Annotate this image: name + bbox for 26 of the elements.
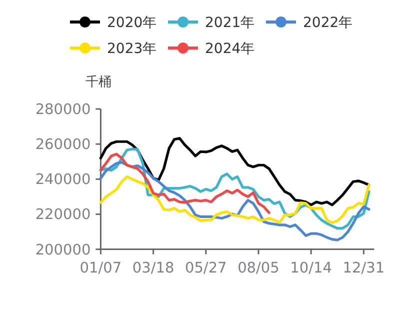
- legend-label: 2020年: [107, 15, 157, 31]
- x-tick-label: 12/31: [342, 260, 385, 276]
- legend-item: 2023年: [70, 41, 157, 57]
- legend-label: 2023年: [107, 41, 157, 57]
- legend-item: 2020年: [70, 15, 157, 31]
- line-series: [99, 161, 370, 242]
- line-series: [99, 136, 370, 206]
- line-series: [99, 152, 270, 214]
- x-tick-label: 05/27: [184, 260, 227, 276]
- y-axis-title: 千桶: [86, 75, 112, 90]
- y-tick-label: 260000: [35, 137, 91, 154]
- line-series: [99, 175, 370, 224]
- x-tick-label: 08/05: [238, 260, 280, 276]
- y-tick-label: 280000: [35, 102, 91, 118]
- y-tick-label: 220000: [35, 207, 91, 224]
- x-tick-label: 01/07: [80, 260, 122, 276]
- legend-label: 2024年: [205, 41, 255, 57]
- x-tick-label: 03/18: [132, 260, 174, 276]
- legend-label: 2021年: [205, 15, 255, 31]
- legend-item: 2022年: [266, 15, 353, 31]
- y-tick-label: 240000: [35, 172, 91, 188]
- legend-label: 2022年: [303, 15, 353, 31]
- legend-item: 2021年: [168, 15, 255, 31]
- y-tick-label: 200000: [35, 242, 91, 258]
- legend-item: 2024年: [168, 41, 255, 57]
- x-tick-label: 10/14: [290, 260, 332, 276]
